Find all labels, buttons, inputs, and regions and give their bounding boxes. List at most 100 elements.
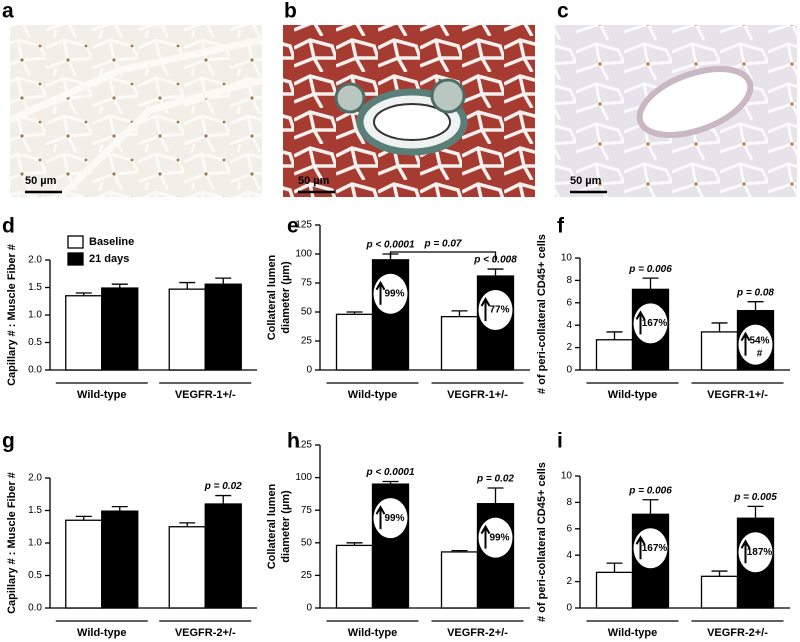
panel-letter: f xyxy=(557,215,565,238)
bar-chart: i # of peri-collateral CD45+ cells 0 2 4 6 8 10… xyxy=(536,430,790,639)
error-bar xyxy=(179,281,196,290)
scale-bar-label: 50 µm xyxy=(298,175,330,187)
y-tick-label: 25 xyxy=(301,336,313,347)
bar xyxy=(335,313,374,371)
x-tick-label: Wild-type xyxy=(348,627,397,639)
up-arrow xyxy=(635,535,646,560)
y-tick-label: 0.0 xyxy=(28,365,42,376)
error-bar xyxy=(75,515,92,521)
y-tick-label: 0.5 xyxy=(28,570,42,581)
panel-letter: g xyxy=(2,430,15,453)
y-tick-label: 125 xyxy=(295,220,312,231)
y-tick-label: 10 xyxy=(561,253,573,264)
error-bar xyxy=(606,562,623,573)
y-axis-label: Collateral lumen xyxy=(266,254,278,340)
x-tick-label: Wild-type xyxy=(77,627,126,639)
y-tick-label: 0 xyxy=(566,365,572,376)
x-tick-label: VEGFR-1+/- xyxy=(175,389,236,401)
error-bar xyxy=(346,311,363,315)
error-bar xyxy=(747,301,764,311)
y-tick-label: 0 xyxy=(306,365,312,376)
increase-label: 99% xyxy=(489,532,509,543)
y-tick-label: 6 xyxy=(566,297,572,308)
error-bar xyxy=(215,277,232,285)
y-tick-label: 2 xyxy=(566,576,572,587)
y-tick-label: 0.0 xyxy=(28,603,42,614)
y-tick-label: 1.0 xyxy=(28,310,42,321)
bar xyxy=(440,551,479,609)
error-bar xyxy=(642,499,659,515)
y-tick-label: 2 xyxy=(566,342,572,353)
error-bar xyxy=(711,570,728,577)
error-bar xyxy=(179,522,196,527)
bracket-label: p = 0.07 xyxy=(424,239,462,250)
y-tick-label: 1.0 xyxy=(28,538,42,549)
legend-label: 21 days xyxy=(89,253,129,265)
up-arrow xyxy=(635,310,646,335)
up-arrow xyxy=(480,524,491,549)
x-tick-label: Wild-type xyxy=(77,389,126,401)
y-axis-label: # of peri-collateral CD45+ cells xyxy=(536,234,548,394)
up-arrow xyxy=(740,539,751,564)
y-tick-label: 0 xyxy=(566,603,572,614)
increase-label: 187% xyxy=(747,547,773,558)
x-tick-label: VEGFR-1+/- xyxy=(707,389,768,401)
x-tick-label: VEGFR-2+/- xyxy=(447,627,508,639)
bar xyxy=(65,295,103,371)
error-bar xyxy=(346,542,363,546)
bar-chart: h Collateral lumen diameter (µm) 0 25 50 75 100… xyxy=(266,430,530,639)
bracket xyxy=(389,251,497,260)
y-tick-label: 10 xyxy=(561,471,573,482)
error-bar xyxy=(111,283,128,289)
up-arrow xyxy=(740,331,751,356)
bar xyxy=(595,571,634,609)
panel-letter: i xyxy=(557,430,563,453)
up-arrow xyxy=(480,297,491,322)
micrograph-a xyxy=(8,25,263,200)
panel-letter: h xyxy=(287,430,300,453)
bar-chart: e Collateral lumen diameter (µm) 0 25 50 75 100… xyxy=(266,215,530,401)
error-bar xyxy=(642,277,659,290)
scale-bar-label: 50 µm xyxy=(25,175,57,187)
bar xyxy=(204,283,242,371)
error-bar xyxy=(111,505,128,512)
bar xyxy=(440,315,479,371)
error-bar xyxy=(606,331,623,340)
p-value-label: p < 0.0001 xyxy=(365,467,415,478)
error-bar xyxy=(747,505,764,519)
y-tick-label: 4 xyxy=(566,320,572,331)
y-tick-label: 2.0 xyxy=(28,255,42,266)
y-axis-label: diameter (µm) xyxy=(280,261,292,334)
bar xyxy=(168,288,206,371)
y-axis-label: # of peri-collateral CD45+ cells xyxy=(536,462,548,622)
bar-chart: g Capillary # : Muscle Fiber # 0.0 0.5 1.0 1.… xyxy=(2,430,257,639)
increase-label: 54% xyxy=(749,335,769,346)
y-tick-label: 100 xyxy=(295,472,312,483)
y-tick-label: 0 xyxy=(306,603,312,614)
y-tick-label: 25 xyxy=(301,570,313,581)
p-value-label: p = 0.08 xyxy=(736,287,774,298)
y-tick-label: 8 xyxy=(566,497,572,508)
bar xyxy=(168,526,206,609)
error-bar xyxy=(451,310,468,317)
bar-chart: d Capillary # : Muscle Fiber # 0.0 0.5 1.0 1.… xyxy=(2,215,257,401)
bar xyxy=(101,287,139,371)
y-tick-label: 4 xyxy=(566,550,572,561)
bar xyxy=(101,510,139,609)
p-value-label: p = 0.006 xyxy=(628,485,672,496)
bar xyxy=(65,519,103,609)
y-tick-label: 75 xyxy=(301,278,313,289)
error-bar xyxy=(215,494,232,504)
legend-swatch xyxy=(67,235,84,249)
scale-bar-label: 50 µm xyxy=(570,175,602,187)
panel-letter: c xyxy=(557,0,569,23)
panel-letter: e xyxy=(287,215,299,238)
bar xyxy=(595,339,634,371)
panel-letter: a xyxy=(2,0,14,23)
x-tick-label: VEGFR-2+/- xyxy=(175,627,236,639)
increase-label: 99% xyxy=(384,513,404,524)
y-tick-label: 125 xyxy=(295,440,312,451)
x-tick-label: Wild-type xyxy=(608,627,657,639)
bar xyxy=(700,575,739,609)
